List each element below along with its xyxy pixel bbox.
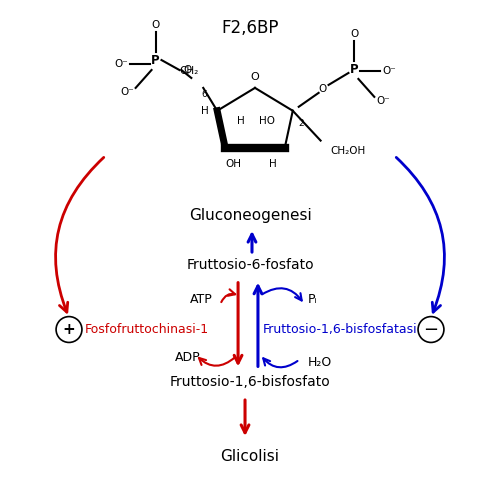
Text: HO: HO xyxy=(259,116,275,126)
Text: O: O xyxy=(152,20,160,30)
Text: 6: 6 xyxy=(202,90,207,99)
Text: O⁻: O⁻ xyxy=(376,96,390,106)
Text: Glicolisi: Glicolisi xyxy=(220,449,280,465)
Text: Fosfofruttochinasi-1: Fosfofruttochinasi-1 xyxy=(85,323,209,336)
Text: F2,6BP: F2,6BP xyxy=(221,19,279,37)
Text: Fruttosio-1,6-bisfosfatasi: Fruttosio-1,6-bisfosfatasi xyxy=(262,323,417,336)
Text: H: H xyxy=(269,159,276,170)
Text: ATP: ATP xyxy=(190,293,212,306)
Text: Gluconeogenesi: Gluconeogenesi xyxy=(188,208,312,222)
Text: ADP: ADP xyxy=(174,351,201,364)
Text: Fruttosio-6-fosfato: Fruttosio-6-fosfato xyxy=(186,258,314,272)
Text: O: O xyxy=(184,65,192,75)
Text: H: H xyxy=(237,116,245,126)
Text: +: + xyxy=(62,322,76,337)
Text: O: O xyxy=(350,29,358,39)
Text: P: P xyxy=(151,53,160,67)
Text: O: O xyxy=(250,72,260,82)
Text: O⁻: O⁻ xyxy=(382,66,396,76)
Text: O⁻: O⁻ xyxy=(120,87,134,97)
Text: CH₂OH: CH₂OH xyxy=(330,146,366,155)
Text: Pᵢ: Pᵢ xyxy=(308,293,318,306)
Text: H₂O: H₂O xyxy=(308,356,332,369)
Text: H: H xyxy=(202,106,209,116)
Text: 2: 2 xyxy=(298,119,304,128)
Text: Fruttosio-1,6-bisfosfato: Fruttosio-1,6-bisfosfato xyxy=(170,375,330,389)
Text: O: O xyxy=(318,84,326,94)
Text: O⁻: O⁻ xyxy=(114,59,128,69)
Text: CH₂: CH₂ xyxy=(179,66,199,76)
Text: −: − xyxy=(424,320,438,339)
Text: OH: OH xyxy=(225,159,241,170)
Text: P: P xyxy=(350,63,358,75)
